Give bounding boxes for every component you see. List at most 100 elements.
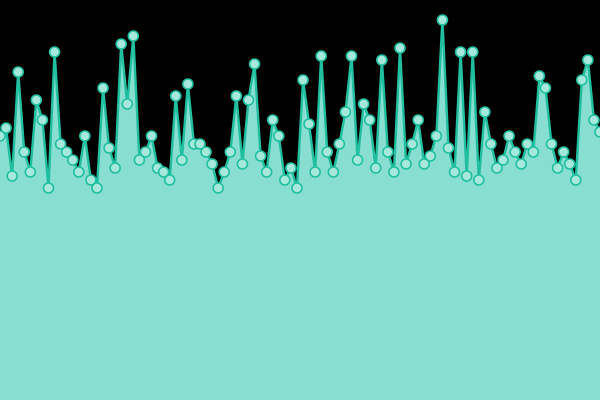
data-point xyxy=(400,158,412,170)
data-point xyxy=(430,130,443,142)
data-point xyxy=(91,182,103,194)
data-point xyxy=(515,158,528,170)
data-point xyxy=(291,182,303,194)
data-point xyxy=(345,50,358,62)
data-point xyxy=(206,158,218,170)
data-point xyxy=(394,42,406,54)
data-point xyxy=(442,142,455,154)
data-point xyxy=(285,162,297,174)
area-fill xyxy=(0,20,600,400)
data-point xyxy=(472,174,485,186)
data-point xyxy=(54,138,67,150)
data-point xyxy=(509,146,521,158)
data-point xyxy=(230,90,243,102)
data-point xyxy=(176,154,188,166)
data-point xyxy=(145,130,158,142)
data-point xyxy=(491,162,503,174)
data-point xyxy=(272,130,285,142)
data-point xyxy=(333,138,346,150)
data-point xyxy=(212,182,224,194)
data-point xyxy=(351,154,364,166)
data-point xyxy=(485,138,497,150)
data-point xyxy=(545,138,558,150)
data-point xyxy=(406,138,418,150)
data-point xyxy=(218,166,231,178)
data-point xyxy=(576,74,588,86)
data-point xyxy=(121,98,134,110)
data-point xyxy=(382,146,394,158)
data-point xyxy=(479,106,491,118)
data-point xyxy=(466,46,479,58)
data-point xyxy=(0,122,12,134)
data-point xyxy=(539,82,552,94)
data-point xyxy=(115,38,128,50)
data-point xyxy=(6,170,18,182)
data-point xyxy=(12,66,24,78)
data-point xyxy=(594,126,600,138)
data-point xyxy=(497,154,509,166)
data-point xyxy=(133,154,146,166)
data-point xyxy=(66,154,79,166)
data-point xyxy=(436,14,449,26)
data-point xyxy=(369,162,382,174)
data-point xyxy=(30,94,43,106)
data-point xyxy=(242,94,255,106)
data-point xyxy=(563,158,576,170)
data-point xyxy=(533,70,546,82)
data-point xyxy=(551,162,564,174)
data-point xyxy=(460,170,473,182)
data-point xyxy=(357,98,370,110)
data-point xyxy=(454,46,467,58)
data-point xyxy=(200,146,212,158)
data-point xyxy=(309,166,321,178)
data-point xyxy=(557,146,570,158)
data-point xyxy=(424,150,437,162)
data-point xyxy=(321,146,334,158)
data-point xyxy=(139,146,152,158)
data-point xyxy=(236,158,249,170)
data-point xyxy=(303,118,315,130)
data-point xyxy=(36,114,49,126)
data-point xyxy=(18,146,31,158)
data-point xyxy=(48,46,61,58)
data-point-markers xyxy=(0,14,600,194)
data-point xyxy=(42,182,55,194)
data-point xyxy=(297,74,309,86)
data-point xyxy=(127,30,140,42)
data-point xyxy=(254,150,267,162)
data-point xyxy=(169,90,182,102)
data-point xyxy=(72,166,85,178)
data-point xyxy=(448,166,461,178)
data-point xyxy=(85,174,97,186)
data-point xyxy=(412,114,424,126)
data-point xyxy=(109,162,121,174)
data-point xyxy=(224,146,237,158)
data-point xyxy=(248,58,261,70)
data-point xyxy=(194,138,206,150)
data-point xyxy=(79,130,91,142)
data-point xyxy=(527,146,540,158)
data-point xyxy=(103,142,115,154)
data-point xyxy=(60,146,73,158)
data-point xyxy=(24,166,37,178)
data-point xyxy=(315,50,328,62)
data-point xyxy=(279,174,291,186)
data-point xyxy=(339,106,352,118)
data-point xyxy=(376,54,388,66)
data-point xyxy=(388,166,400,178)
data-point xyxy=(163,174,176,186)
data-point xyxy=(327,166,340,178)
data-point xyxy=(182,78,194,90)
data-point xyxy=(0,130,6,142)
data-point xyxy=(503,130,515,142)
data-point xyxy=(157,166,170,178)
data-point xyxy=(363,114,376,126)
data-point xyxy=(569,174,582,186)
data-point xyxy=(418,158,431,170)
data-point xyxy=(260,166,273,178)
data-point xyxy=(588,114,600,126)
data-point xyxy=(97,82,109,94)
data-point xyxy=(521,138,534,150)
